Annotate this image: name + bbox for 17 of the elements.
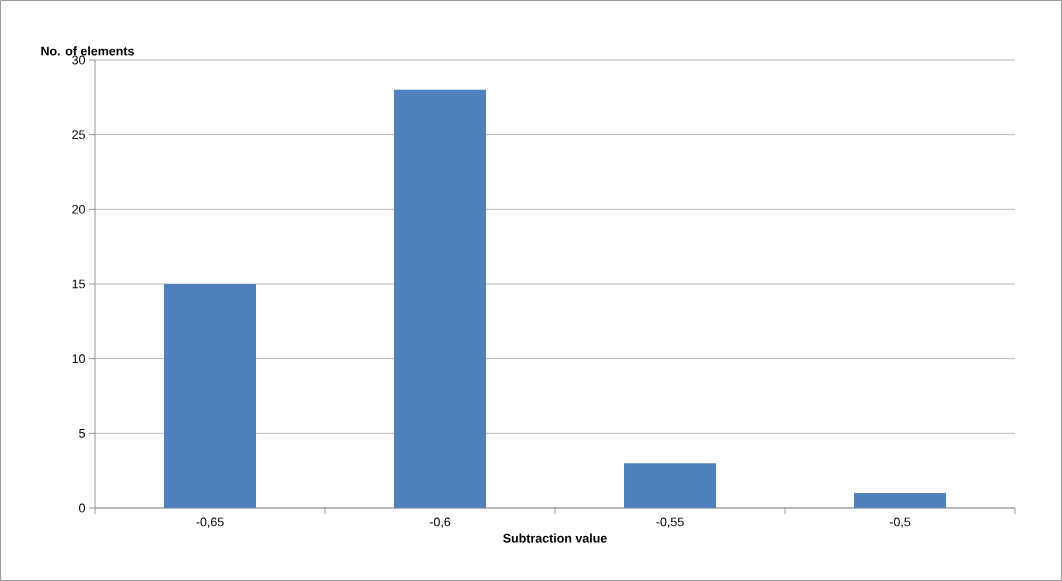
bar [164, 283, 257, 508]
y-tick-label: 15 [72, 279, 85, 289]
y-tick-label: 0 [79, 503, 85, 513]
y-tick-label: 20 [72, 204, 85, 214]
x-tick-label: -0,5 [889, 517, 911, 528]
y-tick-label: 30 [72, 55, 85, 65]
x-tick-label: -0,6 [429, 517, 451, 528]
bar [394, 89, 487, 508]
y-tick-label: 25 [72, 130, 85, 140]
y-tick-label: 5 [79, 428, 85, 438]
y-tick-label: 10 [72, 354, 85, 364]
y-axis-title: No. of elements [41, 46, 134, 56]
x-tick-label: -0,65 [196, 517, 224, 528]
bar [854, 493, 947, 508]
x-tick-label: -0,55 [656, 517, 684, 528]
x-axis-title: Subtraction value [503, 533, 607, 543]
bar [624, 463, 717, 508]
